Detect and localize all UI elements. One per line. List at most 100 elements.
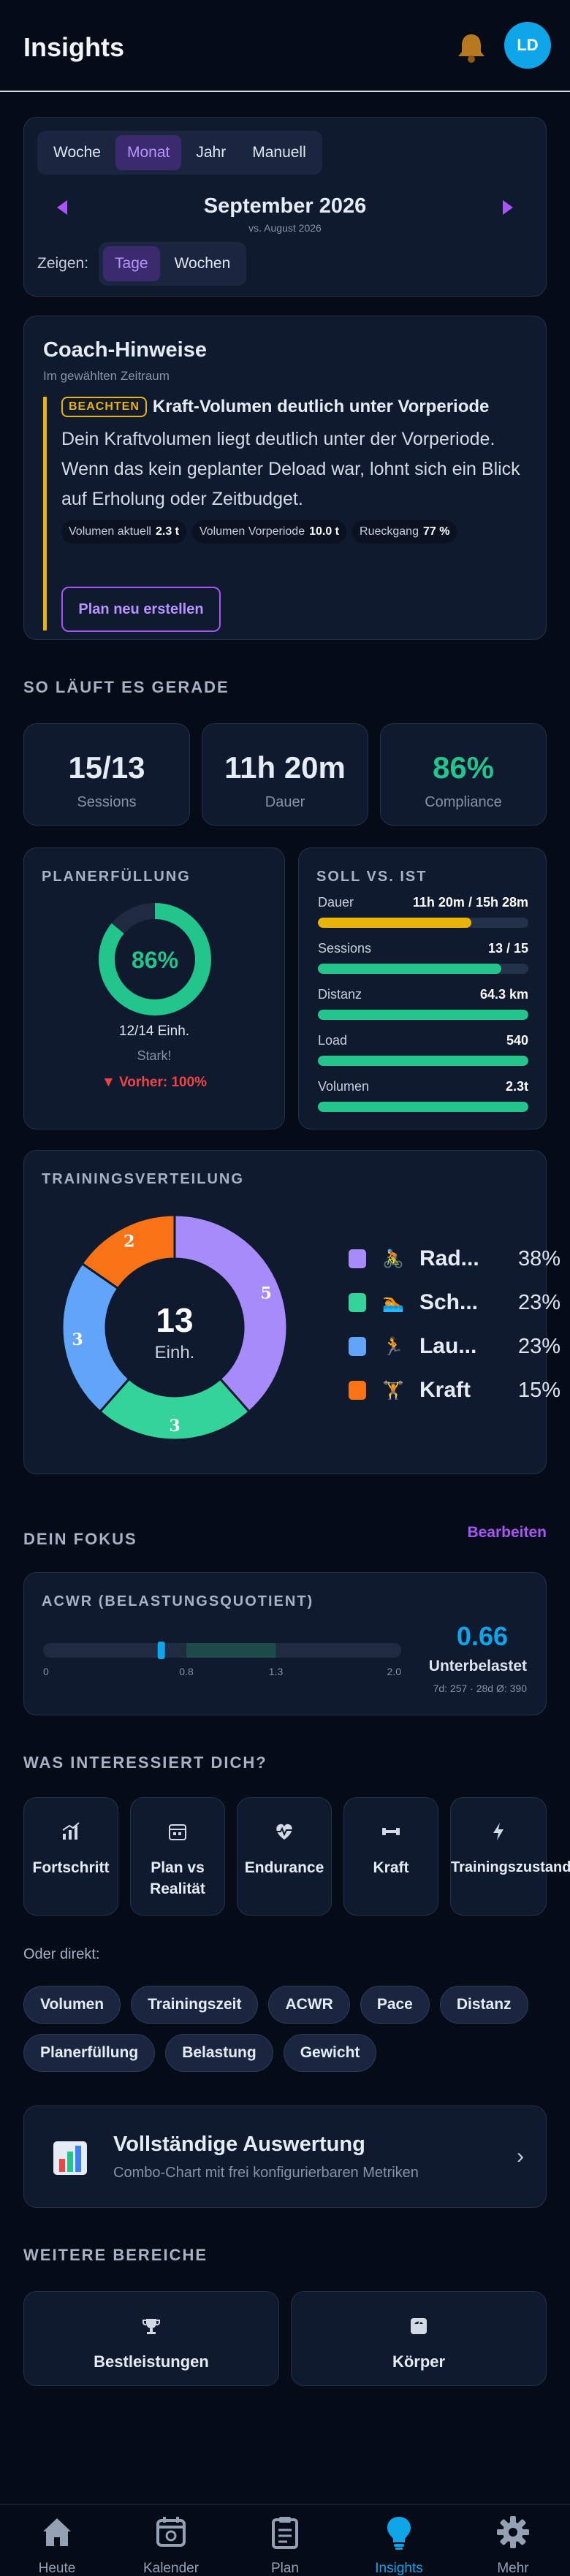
distribution-card: TRAININGSVERTEILUNG 5 3 3 2 13 Einh. 🚴 Rad.…	[23, 1150, 560, 1474]
donut-center-unit: Einh.	[155, 1343, 195, 1363]
coach-card: Coach-Hinweise Im gewählten Zeitraum BEA…	[23, 316, 547, 640]
scale-icon	[292, 2317, 546, 2341]
donut-slice-label: 3	[169, 1417, 180, 1436]
tab-mehr[interactable]: Mehr	[456, 2505, 570, 2576]
coach-hint: BEACHTEN Kraft-Volumen deutlich unter Vor…	[43, 397, 528, 632]
section-focus: DEIN FOKUS	[23, 1530, 137, 1548]
top-bar: Insights LD	[0, 0, 570, 92]
pill-trainingszeit[interactable]: Trainingszeit	[131, 1986, 259, 2024]
show-days-option[interactable]: Tage	[103, 246, 160, 281]
full-report-card[interactable]: Vollständige Auswertung Combo-Chart mit …	[23, 2106, 547, 2208]
legend-name: Rad...	[419, 1246, 479, 1270]
page-title: Insights	[23, 32, 125, 62]
stat-value: 11h 20m	[224, 750, 346, 785]
tab-label: Mehr	[497, 2561, 529, 2576]
acwr-marker	[157, 1642, 165, 1659]
tab-heute[interactable]: Heute	[0, 2505, 114, 2576]
stat-label: Dauer	[265, 794, 305, 810]
coach-title: Coach-Hinweise	[43, 338, 207, 362]
section-more: WEITERE BEREICHE	[23, 2246, 208, 2264]
bar-label: Load	[318, 1033, 348, 1048]
interest-trainingszustand[interactable]: Trainingszustand	[450, 1797, 570, 1916]
stat-compliance: 86% Compliance	[380, 723, 547, 826]
chip-volume-previous: Volumen Vorperiode 10.0 t	[191, 520, 347, 544]
more-label: Körper	[392, 2352, 446, 2371]
distribution-donut: 5 3 3 2 13 Einh.	[61, 1213, 289, 1441]
stat-label: Sessions	[77, 794, 137, 810]
bar-value: 64.3 km	[479, 987, 528, 1002]
bottom-tab-bar: Heute Kalender Plan Insights Mehr	[0, 2504, 570, 2576]
next-period-icon[interactable]	[503, 200, 513, 215]
plan-fulfillment-card: PLANERFÜLLUNG 86% 12/14 Einh. Stark! ▼ V…	[23, 847, 285, 1129]
pill-pace[interactable]: Pace	[360, 1986, 430, 2024]
more-bestleistungen[interactable]: Bestleistungen	[23, 2291, 279, 2386]
legend-percent: 23%	[517, 1334, 560, 1358]
interest-endurance[interactable]: Endurance	[237, 1797, 332, 1916]
acwr-tick: 2.0	[387, 1666, 402, 1677]
tab-label: Heute	[38, 2561, 76, 2576]
more-koerper[interactable]: Körper	[291, 2291, 547, 2386]
legend-swatch	[349, 1381, 367, 1400]
tab-woche[interactable]: Woche	[53, 144, 101, 161]
bar-row-load: Load 540	[318, 1033, 528, 1066]
bell-icon[interactable]	[453, 29, 490, 66]
bar-value: 540	[506, 1033, 528, 1048]
legend-item-kraft[interactable]: 🏋 Kraft 15%	[349, 1376, 560, 1405]
tab-insights[interactable]: Insights	[342, 2505, 456, 2576]
plan-units: 12/14 Einh.	[118, 1024, 190, 1039]
legend-item-radfahren[interactable]: 🚴 Rad... 38%	[349, 1244, 560, 1273]
acwr-card[interactable]: ACWR (BELASTUNGSQUOTIENT) 0 0.8 1.3 2.0 …	[23, 1572, 547, 1715]
show-weeks-option[interactable]: Wochen	[174, 255, 231, 272]
acwr-value: 0.66	[456, 1621, 508, 1651]
direct-label: Oder direkt:	[23, 1946, 100, 1962]
plan-fulfillment-ring: 86%	[99, 903, 211, 1015]
tab-plan[interactable]: Plan	[228, 2505, 342, 2576]
coach-chips: Volumen aktuell 2.3 t Volumen Vorperiode 1…	[61, 520, 528, 544]
bar-fill	[318, 918, 472, 928]
pill-distanz[interactable]: Distanz	[439, 1986, 528, 2024]
donut-slice-label: 3	[72, 1330, 83, 1349]
bar-label: Sessions	[318, 941, 372, 956]
interest-label: Kraft	[373, 1859, 409, 1876]
full-report-subtitle: Combo-Chart mit frei konfigurierbaren Me…	[113, 2165, 419, 2181]
pill-acwr[interactable]: ACWR	[268, 1986, 350, 2024]
gear-icon	[456, 2515, 570, 2552]
section-interests: WAS INTERESSIERT DICH?	[23, 1753, 267, 1772]
pill-belastung[interactable]: Belastung	[165, 2034, 273, 2072]
legend-name: Kraft	[419, 1378, 471, 1402]
show-label: Zeigen:	[37, 255, 89, 272]
interest-plan-vs-realitaet[interactable]: Plan vs Realität	[130, 1797, 225, 1916]
weightlifting-icon: 🏋	[382, 1380, 405, 1401]
pill-planerfuellung[interactable]: Planerfüllung	[23, 2034, 156, 2072]
tab-manuell[interactable]: Manuell	[252, 144, 306, 161]
interest-fortschritt[interactable]: Fortschritt	[23, 1797, 118, 1916]
tab-kalender[interactable]: Kalender	[114, 2505, 228, 2576]
tab-monat[interactable]: Monat	[115, 135, 182, 170]
edit-focus-link[interactable]: Bearbeiten	[467, 1524, 547, 1541]
pill-volumen[interactable]: Volumen	[23, 1986, 121, 2024]
interest-label: Trainingszustand	[451, 1859, 570, 1875]
avatar[interactable]: LD	[504, 22, 551, 69]
legend-item-laufen[interactable]: 🏃 Lau... 23%	[349, 1332, 560, 1361]
bar-label: Distanz	[318, 987, 362, 1002]
interest-kraft[interactable]: Kraft	[343, 1797, 438, 1916]
acwr-status: Unterbelastet	[428, 1658, 527, 1674]
distribution-title: TRAININGSVERTEILUNG	[42, 1171, 244, 1187]
stat-duration: 11h 20m Dauer	[202, 723, 368, 826]
lightbulb-icon	[342, 2515, 456, 2552]
tab-jahr[interactable]: Jahr	[196, 144, 227, 161]
pill-gewicht[interactable]: Gewicht	[283, 2034, 377, 2072]
chevron-right-icon: ›	[517, 2144, 524, 2168]
legend-item-schwimmen[interactable]: 🏊 Sch... 23%	[349, 1288, 560, 1317]
home-icon	[0, 2515, 114, 2552]
coach-subtitle: Im gewählten Zeitraum	[43, 369, 170, 383]
plan-fulfillment-arc	[99, 903, 211, 1015]
chip-decline: Rueckgang 77 %	[352, 520, 457, 544]
direct-pills: Volumen Trainingszeit ACWR Pace Distanz …	[23, 1986, 547, 2072]
bar-label: Dauer	[318, 895, 354, 910]
replan-button[interactable]: Plan neu erstellen	[61, 587, 221, 632]
coach-headline: Kraft-Volumen deutlich unter Vorperiode	[152, 397, 490, 416]
previous-period-icon[interactable]	[57, 200, 67, 215]
acwr-title: ACWR (BELASTUNGSQUOTIENT)	[42, 1593, 314, 1609]
trophy-icon	[24, 2317, 278, 2341]
